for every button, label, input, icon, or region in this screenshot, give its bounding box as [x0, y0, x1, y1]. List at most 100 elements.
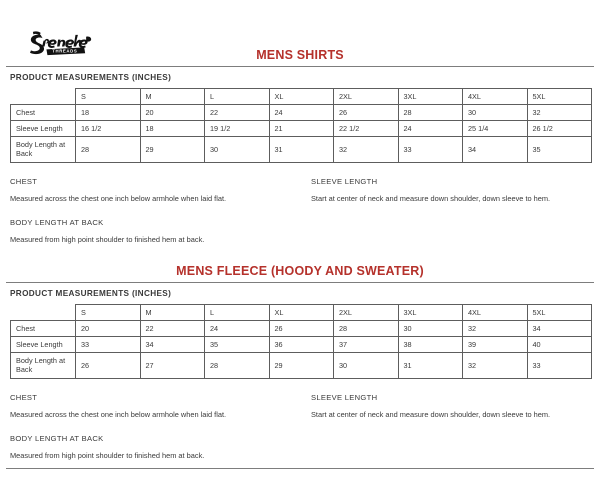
cell-body-l: 28: [204, 352, 270, 379]
measurement-guide: CHEST Measured across the chest one inch…: [10, 393, 592, 462]
guide-heading-sleeve-length: SLEEVE LENGTH: [311, 176, 378, 186]
measurement-guide: CHEST Measured across the chest one inch…: [10, 177, 592, 246]
cell-body-s: 26: [75, 352, 141, 379]
table-corner-cell: [10, 88, 76, 106]
column-header-l: L: [204, 87, 270, 106]
column-header-m: M: [139, 303, 205, 322]
guide-heading-body-length: BODY LENGTH AT BACK: [10, 433, 104, 443]
table-corner-cell: [10, 304, 76, 322]
cell-sleeve-2xl: 37: [333, 336, 399, 354]
cell-chest-xl: 26: [268, 320, 334, 338]
cell-chest-m: 20: [139, 104, 205, 122]
sneaker-threads-logo: THREADS: [26, 30, 94, 60]
cell-chest-m: 22: [139, 320, 205, 338]
column-header-xl: XL: [268, 87, 334, 106]
cell-body-5xl: 35: [526, 136, 592, 163]
cell-sleeve-2xl: 22 1/2: [333, 120, 399, 138]
cell-chest-s: 20: [75, 320, 141, 338]
table-header-row: S M L XL 2XL 3XL 4XL 5XL: [10, 87, 592, 106]
guide-body-sleeve-length: Start at center of neck and measure down…: [311, 409, 551, 419]
cell-chest-3xl: 30: [397, 320, 463, 338]
guide-heading-chest: CHEST: [10, 176, 38, 186]
cell-body-s: 28: [75, 136, 141, 163]
cell-chest-2xl: 26: [333, 104, 399, 122]
cell-body-2xl: 30: [333, 352, 399, 379]
column-header-xl: XL: [268, 303, 334, 322]
guide-body-sleeve-length: Start at center of neck and measure down…: [311, 193, 551, 203]
cell-sleeve-l: 35: [204, 336, 270, 354]
cell-chest-5xl: 32: [526, 104, 592, 122]
page-bottom-divider: [6, 467, 594, 469]
row-label-body-length-at-back: Body Length at Back: [10, 136, 76, 163]
column-header-l: L: [204, 303, 270, 322]
measurement-guide-left: CHEST Measured across the chest one inch…: [10, 177, 301, 246]
guide-heading-chest: CHEST: [10, 392, 38, 402]
guide-heading-sleeve-length: SLEEVE LENGTH: [311, 392, 378, 402]
cell-sleeve-m: 18: [139, 120, 205, 138]
guide-body-chest: Measured across the chest one inch below…: [10, 193, 227, 203]
section-mens-shirts: MENS SHIRTS PRODUCT MEASUREMENTS (INCHES…: [0, 48, 600, 246]
product-measurements-subhead: PRODUCT MEASUREMENTS (INCHES): [10, 73, 172, 82]
row-label-sleeve-length: Sleeve Length: [10, 336, 76, 354]
cell-chest-5xl: 34: [526, 320, 592, 338]
cell-chest-xl: 24: [268, 104, 334, 122]
table-row: Body Length at Back 26 27 28 29 30 31 32…: [10, 352, 592, 379]
cell-body-m: 27: [139, 352, 205, 379]
cell-chest-4xl: 30: [462, 104, 528, 122]
cell-chest-4xl: 32: [462, 320, 528, 338]
column-header-2xl: 2XL: [333, 303, 399, 322]
cell-body-2xl: 32: [333, 136, 399, 163]
cell-body-4xl: 32: [462, 352, 528, 379]
section-divider: [6, 66, 594, 67]
cell-body-4xl: 34: [462, 136, 528, 163]
cell-body-m: 29: [139, 136, 205, 163]
column-header-2xl: 2XL: [333, 87, 399, 106]
cell-body-3xl: 33: [397, 136, 463, 163]
cell-sleeve-3xl: 24: [397, 120, 463, 138]
size-chart-table-fleece: S M L XL 2XL 3XL 4XL 5XL Chest 20 22 24 …: [10, 303, 592, 379]
svg-text:THREADS: THREADS: [52, 49, 77, 54]
column-header-5xl: 5XL: [526, 87, 592, 106]
column-header-m: M: [139, 87, 205, 106]
guide-heading-body-length: BODY LENGTH AT BACK: [10, 217, 104, 227]
section-mens-fleece: MENS FLEECE (HOODY AND SWEATER) PRODUCT …: [0, 264, 600, 469]
column-header-5xl: 5XL: [526, 303, 592, 322]
column-header-3xl: 3XL: [397, 87, 463, 106]
row-label-body-length-at-back: Body Length at Back: [10, 352, 76, 379]
row-label-sleeve-length: Sleeve Length: [10, 120, 76, 138]
cell-sleeve-s: 16 1/2: [75, 120, 141, 138]
table-row: Body Length at Back 28 29 30 31 32 33 34…: [10, 136, 592, 163]
section-title: MENS FLEECE (HOODY AND SWEATER): [176, 263, 424, 278]
cell-body-l: 30: [204, 136, 270, 163]
measurement-guide-right: SLEEVE LENGTH Start at center of neck an…: [301, 393, 592, 462]
cell-chest-l: 22: [204, 104, 270, 122]
cell-body-xl: 29: [268, 352, 334, 379]
product-measurements-subhead: PRODUCT MEASUREMENTS (INCHES): [10, 288, 172, 298]
cell-chest-3xl: 28: [397, 104, 463, 122]
guide-body-body-length: Measured from high point shoulder to fin…: [10, 234, 205, 244]
section-divider: [6, 281, 594, 283]
measurement-guide-left: CHEST Measured across the chest one inch…: [10, 393, 301, 462]
cell-sleeve-4xl: 25 1/4: [462, 120, 528, 138]
cell-chest-l: 24: [204, 320, 270, 338]
table-row: Chest 20 22 24 26 28 30 32 34: [10, 320, 592, 338]
cell-sleeve-l: 19 1/2: [204, 120, 270, 138]
cell-sleeve-s: 33: [75, 336, 141, 354]
column-header-4xl: 4XL: [462, 87, 528, 106]
cell-body-3xl: 31: [397, 352, 463, 379]
measurement-guide-right: SLEEVE LENGTH Start at center of neck an…: [301, 177, 592, 246]
cell-sleeve-3xl: 38: [397, 336, 463, 354]
row-label-chest: Chest: [10, 104, 76, 122]
cell-sleeve-xl: 21: [268, 120, 334, 138]
column-header-s: S: [75, 303, 141, 322]
table-row: Chest 18 20 22 24 26 28 30 32: [10, 104, 592, 122]
cell-chest-s: 18: [75, 104, 141, 122]
cell-chest-2xl: 28: [333, 320, 399, 338]
section-title: MENS SHIRTS: [256, 48, 344, 62]
column-header-4xl: 4XL: [462, 303, 528, 322]
cell-sleeve-xl: 36: [268, 336, 334, 354]
guide-body-chest: Measured across the chest one inch below…: [10, 409, 227, 419]
column-header-s: S: [75, 87, 141, 106]
size-chart-table-shirts: S M L XL 2XL 3XL 4XL 5XL Chest 18 20 22 …: [10, 87, 592, 163]
